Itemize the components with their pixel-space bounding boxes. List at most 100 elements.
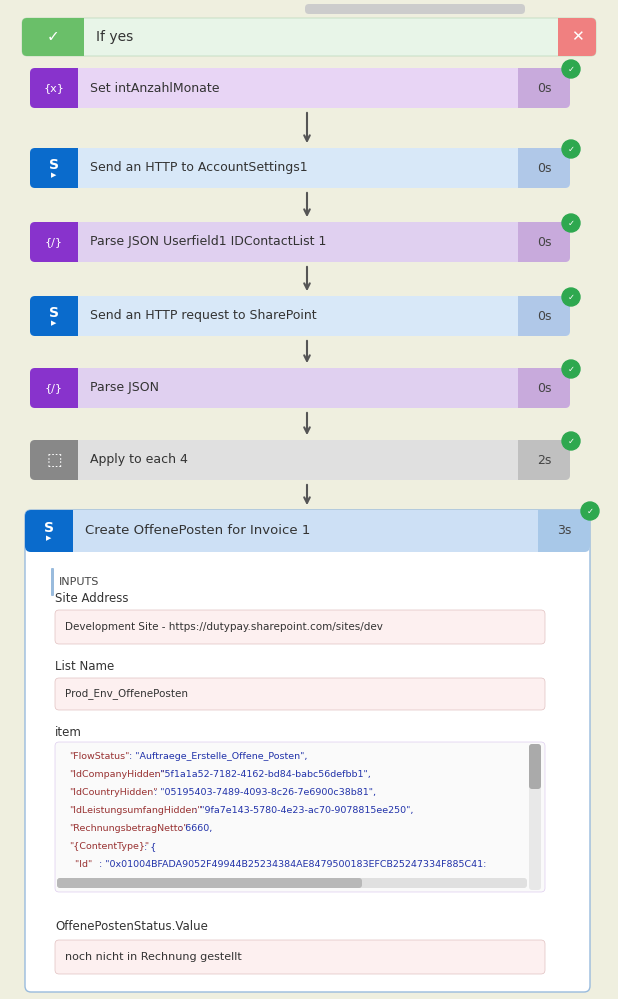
Text: ✓: ✓ [567,293,575,302]
FancyBboxPatch shape [30,368,570,408]
Text: ✓: ✓ [567,365,575,374]
Text: Prod_Env_OffenePosten: Prod_Env_OffenePosten [65,688,188,699]
Text: {/}: {/} [45,383,63,393]
Text: 2s: 2s [537,454,551,467]
Text: {/}: {/} [45,237,63,247]
Text: : "0x01004BFADA9052F49944B25234384AE8479500183EFCB25247334F885C41:: : "0x01004BFADA9052F49944B25234384AE8479… [99,860,486,869]
Text: 3s: 3s [557,524,571,537]
Text: : "Auftraege_Erstelle_Offene_Posten",: : "Auftraege_Erstelle_Offene_Posten", [129,752,307,761]
Text: S: S [49,306,59,320]
Text: Create OffenePosten for Invoice 1: Create OffenePosten for Invoice 1 [85,524,310,537]
FancyBboxPatch shape [55,940,545,974]
FancyBboxPatch shape [54,222,78,262]
Circle shape [562,60,580,78]
Text: ▶: ▶ [51,172,57,178]
FancyBboxPatch shape [54,368,78,408]
FancyBboxPatch shape [25,510,590,552]
Text: : "5f1a1a52-7182-4162-bd84-babc56defbb1",: : "5f1a1a52-7182-4162-bd84-babc56defbb1"… [154,770,371,779]
Text: "Id": "Id" [69,860,92,869]
FancyBboxPatch shape [518,440,570,480]
Text: {x}: {x} [43,83,64,93]
FancyBboxPatch shape [518,222,544,262]
FancyBboxPatch shape [30,68,78,108]
Circle shape [562,140,580,158]
FancyBboxPatch shape [25,510,590,992]
Text: S: S [49,158,59,172]
Text: : {: : { [144,842,156,851]
Text: INPUTS: INPUTS [59,577,99,587]
FancyBboxPatch shape [67,510,590,531]
FancyBboxPatch shape [518,368,544,408]
Circle shape [562,432,580,450]
Text: ▶: ▶ [51,320,57,326]
Text: Set intAnzahlMonate: Set intAnzahlMonate [90,82,219,95]
FancyBboxPatch shape [22,18,596,56]
Text: If yes: If yes [96,30,133,44]
FancyBboxPatch shape [30,440,78,480]
Text: OffenePostenStatus.Value: OffenePostenStatus.Value [55,920,208,933]
Text: ✕: ✕ [570,30,583,45]
Text: ▶: ▶ [46,535,52,541]
Text: 0s: 0s [537,382,551,395]
Text: ✓: ✓ [567,219,575,228]
FancyBboxPatch shape [57,878,527,888]
Text: ✓: ✓ [567,145,575,154]
FancyBboxPatch shape [51,568,54,596]
FancyBboxPatch shape [518,148,544,188]
FancyBboxPatch shape [30,222,78,262]
FancyBboxPatch shape [305,4,525,14]
FancyBboxPatch shape [529,744,541,789]
FancyBboxPatch shape [49,510,73,552]
Text: S: S [44,521,54,535]
Text: : "9fa7e143-5780-4e23-ac70-9078815ee250",: : "9fa7e143-5780-4e23-ac70-9078815ee250"… [194,806,413,815]
Text: ⬚: ⬚ [46,451,62,469]
Text: : "05195403-7489-4093-8c26-7e6900c38b81",: : "05195403-7489-4093-8c26-7e6900c38b81"… [154,788,376,797]
FancyBboxPatch shape [518,68,544,108]
FancyBboxPatch shape [518,148,570,188]
Text: "IdCompanyHidden": "IdCompanyHidden" [69,770,165,779]
FancyBboxPatch shape [55,678,545,710]
FancyBboxPatch shape [538,510,564,552]
Text: Send an HTTP to AccountSettings1: Send an HTTP to AccountSettings1 [90,162,308,175]
Text: ✓: ✓ [586,506,593,515]
Text: 0s: 0s [537,82,551,95]
FancyBboxPatch shape [518,296,544,336]
FancyBboxPatch shape [30,148,570,188]
FancyBboxPatch shape [518,296,570,336]
Text: "FlowStatus": "FlowStatus" [69,752,129,761]
Circle shape [562,360,580,378]
FancyBboxPatch shape [30,440,570,480]
FancyBboxPatch shape [518,440,544,480]
Text: : 6660,: : 6660, [179,824,212,833]
FancyBboxPatch shape [30,296,570,336]
FancyBboxPatch shape [518,222,570,262]
FancyBboxPatch shape [30,368,78,408]
Text: noch nicht in Rechnung gestellt: noch nicht in Rechnung gestellt [65,952,242,962]
Text: "IdCountryHidden": "IdCountryHidden" [69,788,158,797]
FancyBboxPatch shape [30,222,570,262]
FancyBboxPatch shape [57,878,362,888]
Text: 0s: 0s [537,310,551,323]
FancyBboxPatch shape [55,610,545,644]
FancyBboxPatch shape [529,744,541,890]
Text: Site Address: Site Address [55,592,129,605]
FancyBboxPatch shape [54,440,78,480]
Text: "IdLeistungsumfangHidden": "IdLeistungsumfangHidden" [69,806,201,815]
FancyBboxPatch shape [22,18,84,56]
Text: Parse JSON Userfield1 IDContactList 1: Parse JSON Userfield1 IDContactList 1 [90,236,326,249]
FancyBboxPatch shape [558,18,577,56]
FancyBboxPatch shape [538,510,590,552]
FancyBboxPatch shape [518,68,570,108]
FancyBboxPatch shape [55,742,545,892]
Text: Send an HTTP request to SharePoint: Send an HTTP request to SharePoint [90,310,316,323]
FancyBboxPatch shape [30,148,78,188]
FancyBboxPatch shape [54,296,78,336]
FancyBboxPatch shape [53,18,84,56]
Text: 0s: 0s [537,162,551,175]
Text: item: item [55,726,82,739]
Text: Apply to each 4: Apply to each 4 [90,454,188,467]
Circle shape [562,288,580,306]
FancyBboxPatch shape [25,510,73,552]
Text: Development Site - https://dutypay.sharepoint.com/sites/dev: Development Site - https://dutypay.share… [65,622,383,632]
Text: "{ContentType}": "{ContentType}" [69,842,149,851]
